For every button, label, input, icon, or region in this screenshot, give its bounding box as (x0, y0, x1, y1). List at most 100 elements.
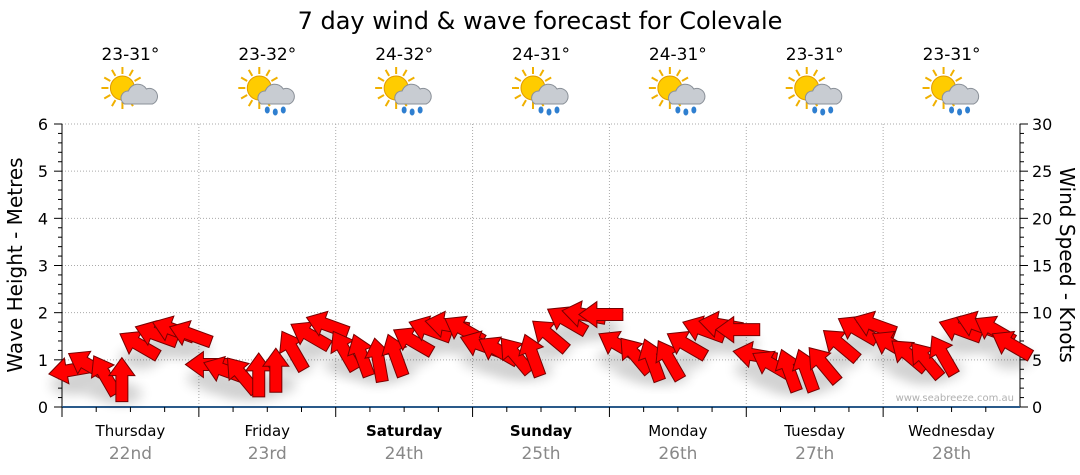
rain-drop-icon (272, 108, 278, 116)
y-tick-label-right: 10 (1032, 304, 1052, 323)
rain-drop-icon (820, 108, 826, 116)
y-axis-label-left: Wave Height - Metres (3, 157, 27, 372)
rain-drop-icon (417, 106, 423, 114)
rain-drop-icon (683, 108, 689, 116)
sun-ray (795, 69, 801, 77)
cloud-icon (941, 83, 980, 105)
sun-ray (377, 94, 385, 100)
wind-arrow (929, 335, 960, 378)
sun-ray (407, 76, 415, 82)
wind-arrow (546, 306, 590, 338)
y-tick-label-left: 0 (38, 398, 48, 417)
sun-ray (103, 76, 111, 82)
wind-arrow (853, 310, 898, 339)
temperature-range: 24-31° (512, 45, 570, 65)
sun-ray (955, 76, 963, 82)
sun-ray (932, 99, 938, 107)
wind-arrow (290, 321, 333, 353)
sun-ray (514, 94, 522, 100)
wind-arrow (991, 330, 1035, 362)
y-tick-label-right: 0 (1032, 398, 1042, 417)
y-tick-label-right: 30 (1032, 115, 1052, 134)
weather-icon-partly-cloudy-showers (922, 67, 980, 116)
wind-arrow (714, 315, 761, 344)
sun-ray (924, 94, 932, 100)
sun-ray (651, 76, 659, 82)
sun-ray (128, 69, 134, 77)
rain-drop-icon (812, 106, 818, 114)
rain-drop-icon (828, 106, 834, 114)
date-label: 25th (521, 444, 560, 464)
wind-arrow (655, 340, 687, 383)
wind-arrow (119, 330, 162, 362)
sun-ray (402, 69, 408, 77)
date-label: 27th (795, 444, 834, 464)
rain-drop-icon (554, 106, 560, 114)
day-label: Tuesday (783, 422, 845, 440)
wind-arrow (532, 320, 571, 355)
sun-ray (675, 69, 682, 77)
rain-drop-icon (957, 108, 963, 116)
sun-ray (949, 69, 955, 77)
weather-icon-partly-cloudy-showers (785, 67, 843, 116)
rain-drop-icon (675, 106, 681, 114)
rain-drop-icon (691, 106, 697, 114)
wind-arrow (911, 342, 946, 382)
sun-ray (377, 76, 385, 82)
wind-arrow (107, 356, 136, 403)
rain-drop-icon (546, 108, 552, 116)
sun-ray (521, 69, 527, 77)
y-tick-label-left: 2 (38, 304, 48, 323)
day-label: Monday (648, 422, 707, 440)
sun-ray (539, 69, 545, 77)
date-label: 22nd (109, 444, 152, 464)
sun-ray (812, 69, 819, 77)
rain-drop-icon (264, 106, 270, 114)
sun-ray (134, 76, 142, 82)
rain-drop-icon (538, 106, 544, 114)
sun-ray (265, 69, 271, 77)
temperature-range: 24-31° (649, 45, 707, 65)
sun-ray (103, 94, 111, 100)
day-label: Thursday (95, 422, 166, 440)
sun-ray (111, 99, 117, 107)
sun-ray (111, 69, 117, 77)
wind-arrow (261, 347, 290, 393)
wind-arrow (822, 330, 862, 365)
sun-ray (788, 76, 796, 82)
date-label: 24th (385, 444, 424, 464)
date-label: 23rd (248, 444, 287, 464)
date-label: 26th (658, 444, 697, 464)
cloud-icon (804, 83, 843, 105)
sun-ray (544, 76, 552, 82)
sun-ray (651, 94, 659, 100)
temperature-range: 23-31° (101, 45, 159, 65)
wind-arrow (347, 333, 376, 379)
temperature-range: 23-32° (238, 45, 296, 65)
watermark: www.seabreeze.com.au (896, 393, 1014, 404)
sun-ray (384, 99, 391, 107)
sun-ray (240, 76, 248, 82)
sun-ray (788, 94, 796, 100)
y-axis-label-right: Wind Speed - Knots (1055, 167, 1079, 363)
weather-icon-partly-cloudy-showers (512, 67, 569, 116)
y-tick-label-right: 20 (1032, 209, 1052, 228)
sun-ray (795, 99, 801, 107)
wind-arrow (518, 333, 547, 379)
temperature-range: 23-31° (923, 45, 981, 65)
sun-ray (384, 69, 391, 77)
day-label: Wednesday (908, 422, 995, 440)
y-tick-label-left: 1 (38, 351, 48, 370)
chart-title: 7 day wind & wave forecast for Colevale (298, 7, 783, 35)
sun-ray (240, 94, 248, 100)
wind-arrow (666, 330, 710, 362)
sun-ray (247, 99, 254, 107)
sun-ray (932, 69, 938, 77)
cloud-icon (531, 83, 569, 105)
cloud-icon (394, 83, 432, 105)
y-tick-label-left: 5 (38, 162, 48, 181)
cloud-icon (257, 83, 295, 105)
rain-drop-icon (401, 106, 407, 114)
